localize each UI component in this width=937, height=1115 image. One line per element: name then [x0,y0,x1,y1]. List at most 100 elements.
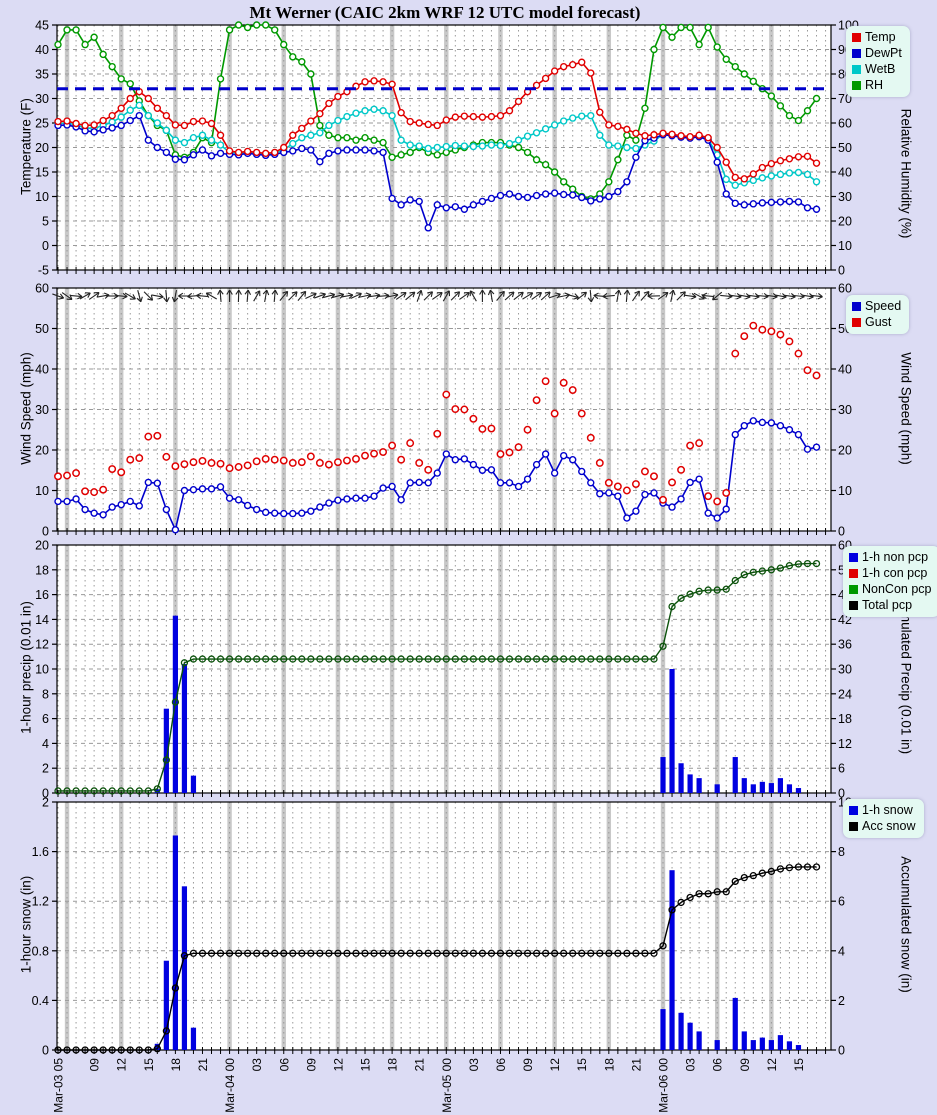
svg-text:10: 10 [838,484,852,498]
svg-text:0: 0 [838,787,845,801]
page-title: Mt Werner (CAIC 2km WRF 12 UTC model for… [249,3,641,22]
svg-text:12: 12 [331,1058,345,1072]
svg-text:15: 15 [792,1058,806,1072]
legend-item: 1-h con pcp [849,565,932,581]
svg-text:50: 50 [35,322,49,336]
wind-panel-legend: Speed Gust [846,295,910,334]
svg-text:21: 21 [196,1058,210,1072]
svg-text:03: 03 [250,1058,264,1072]
svg-text:Mar-04 00: Mar-04 00 [223,1058,237,1113]
svg-text:0: 0 [42,525,49,539]
snow-panel: 00.40.81.21.620246810 [32,796,852,1058]
rh-swatch-icon [852,81,861,91]
svg-text:2: 2 [42,762,49,776]
svg-text:15: 15 [35,166,49,180]
svg-text:4: 4 [42,737,49,751]
svg-text:15: 15 [359,1058,373,1072]
svg-text:20: 20 [35,539,49,553]
svg-text:25: 25 [35,117,49,131]
svg-text:03: 03 [467,1058,481,1072]
svg-text:09: 09 [521,1058,535,1072]
svg-text:09: 09 [738,1058,752,1072]
temp-humidity-series [54,21,821,232]
svg-text:60: 60 [838,282,852,296]
temp-left-axis-title: Temperature (F) [18,98,34,195]
svg-text:50: 50 [838,141,852,155]
svg-text:12: 12 [35,638,49,652]
dewpt-swatch-icon [852,49,861,59]
svg-text:2: 2 [838,994,845,1008]
speed-swatch-icon [852,302,861,312]
svg-text:1.2: 1.2 [32,895,49,909]
temp-panel: -505101520253035404501020304050607080901… [35,19,859,278]
snow-bar-swatch-icon [849,806,858,816]
svg-text:6: 6 [838,762,845,776]
svg-text:-5: -5 [38,264,49,278]
svg-text:30: 30 [838,403,852,417]
precip-panel-legend: 1-h non pcp 1-h con pcp NonCon pcp Total… [843,546,937,617]
svg-text:21: 21 [413,1058,427,1072]
precip-panel: 0246810121416182006121824303642485460 [35,539,852,801]
total-pcp-swatch-icon [849,601,858,611]
wind-series [54,321,821,534]
legend-item: Gust [852,314,901,330]
svg-text:0: 0 [42,1044,49,1058]
gust-swatch-icon [852,318,861,328]
svg-text:21: 21 [629,1058,643,1072]
svg-text:0.8: 0.8 [32,944,49,958]
svg-text:10: 10 [35,484,49,498]
svg-text:30: 30 [35,403,49,417]
svg-text:8: 8 [838,845,845,859]
svg-text:0: 0 [42,787,49,801]
svg-text:45: 45 [35,19,49,33]
legend-item: DewPt [852,45,902,61]
noncon-pcp-swatch-icon [849,585,858,595]
svg-text:16: 16 [35,588,49,602]
svg-text:18: 18 [838,712,852,726]
acc-snow-swatch-icon [849,822,858,832]
legend-item: Speed [852,298,901,314]
svg-text:40: 40 [35,363,49,377]
svg-text:06: 06 [494,1058,508,1072]
precip-left-axis-title: 1-hour precip (0.01 in) [18,601,34,734]
svg-text:18: 18 [386,1058,400,1072]
non-pcp-swatch-icon [849,553,858,563]
svg-text:36: 36 [838,638,852,652]
svg-text:12: 12 [765,1058,779,1072]
svg-text:09: 09 [88,1058,102,1072]
wind-barbs [52,289,823,303]
legend-item: Total pcp [849,597,932,613]
snow-left-axis-title: 1-hour snow (in) [18,875,34,974]
svg-text:0: 0 [838,525,845,539]
svg-text:03: 03 [684,1058,698,1072]
svg-text:09: 09 [304,1058,318,1072]
svg-text:12: 12 [115,1058,129,1072]
precip-series [54,559,821,795]
svg-text:1.6: 1.6 [32,845,49,859]
snow-right-axis-title: Accumulated snow (in) [898,856,914,993]
svg-text:10: 10 [35,663,49,677]
legend-item: WetB [852,61,902,77]
snow-panel-legend: 1-h snow Acc snow [843,799,924,838]
svg-text:18: 18 [602,1058,616,1072]
svg-text:24: 24 [838,687,852,701]
legend-item: 1-h non pcp [849,549,932,565]
svg-text:8: 8 [42,687,49,701]
svg-text:30: 30 [838,663,852,677]
svg-text:0: 0 [42,239,49,253]
wetb-swatch-icon [852,65,861,75]
svg-text:10: 10 [35,190,49,204]
snow-series [54,835,821,1054]
svg-text:20: 20 [838,444,852,458]
con-pcp-swatch-icon [849,569,858,579]
legend-item: Temp [852,29,902,45]
svg-text:5: 5 [42,215,49,229]
svg-text:14: 14 [35,613,49,627]
svg-text:60: 60 [838,117,852,131]
svg-text:6: 6 [42,712,49,726]
legend-item: 1-h snow [849,802,916,818]
svg-text:2: 2 [42,796,49,810]
